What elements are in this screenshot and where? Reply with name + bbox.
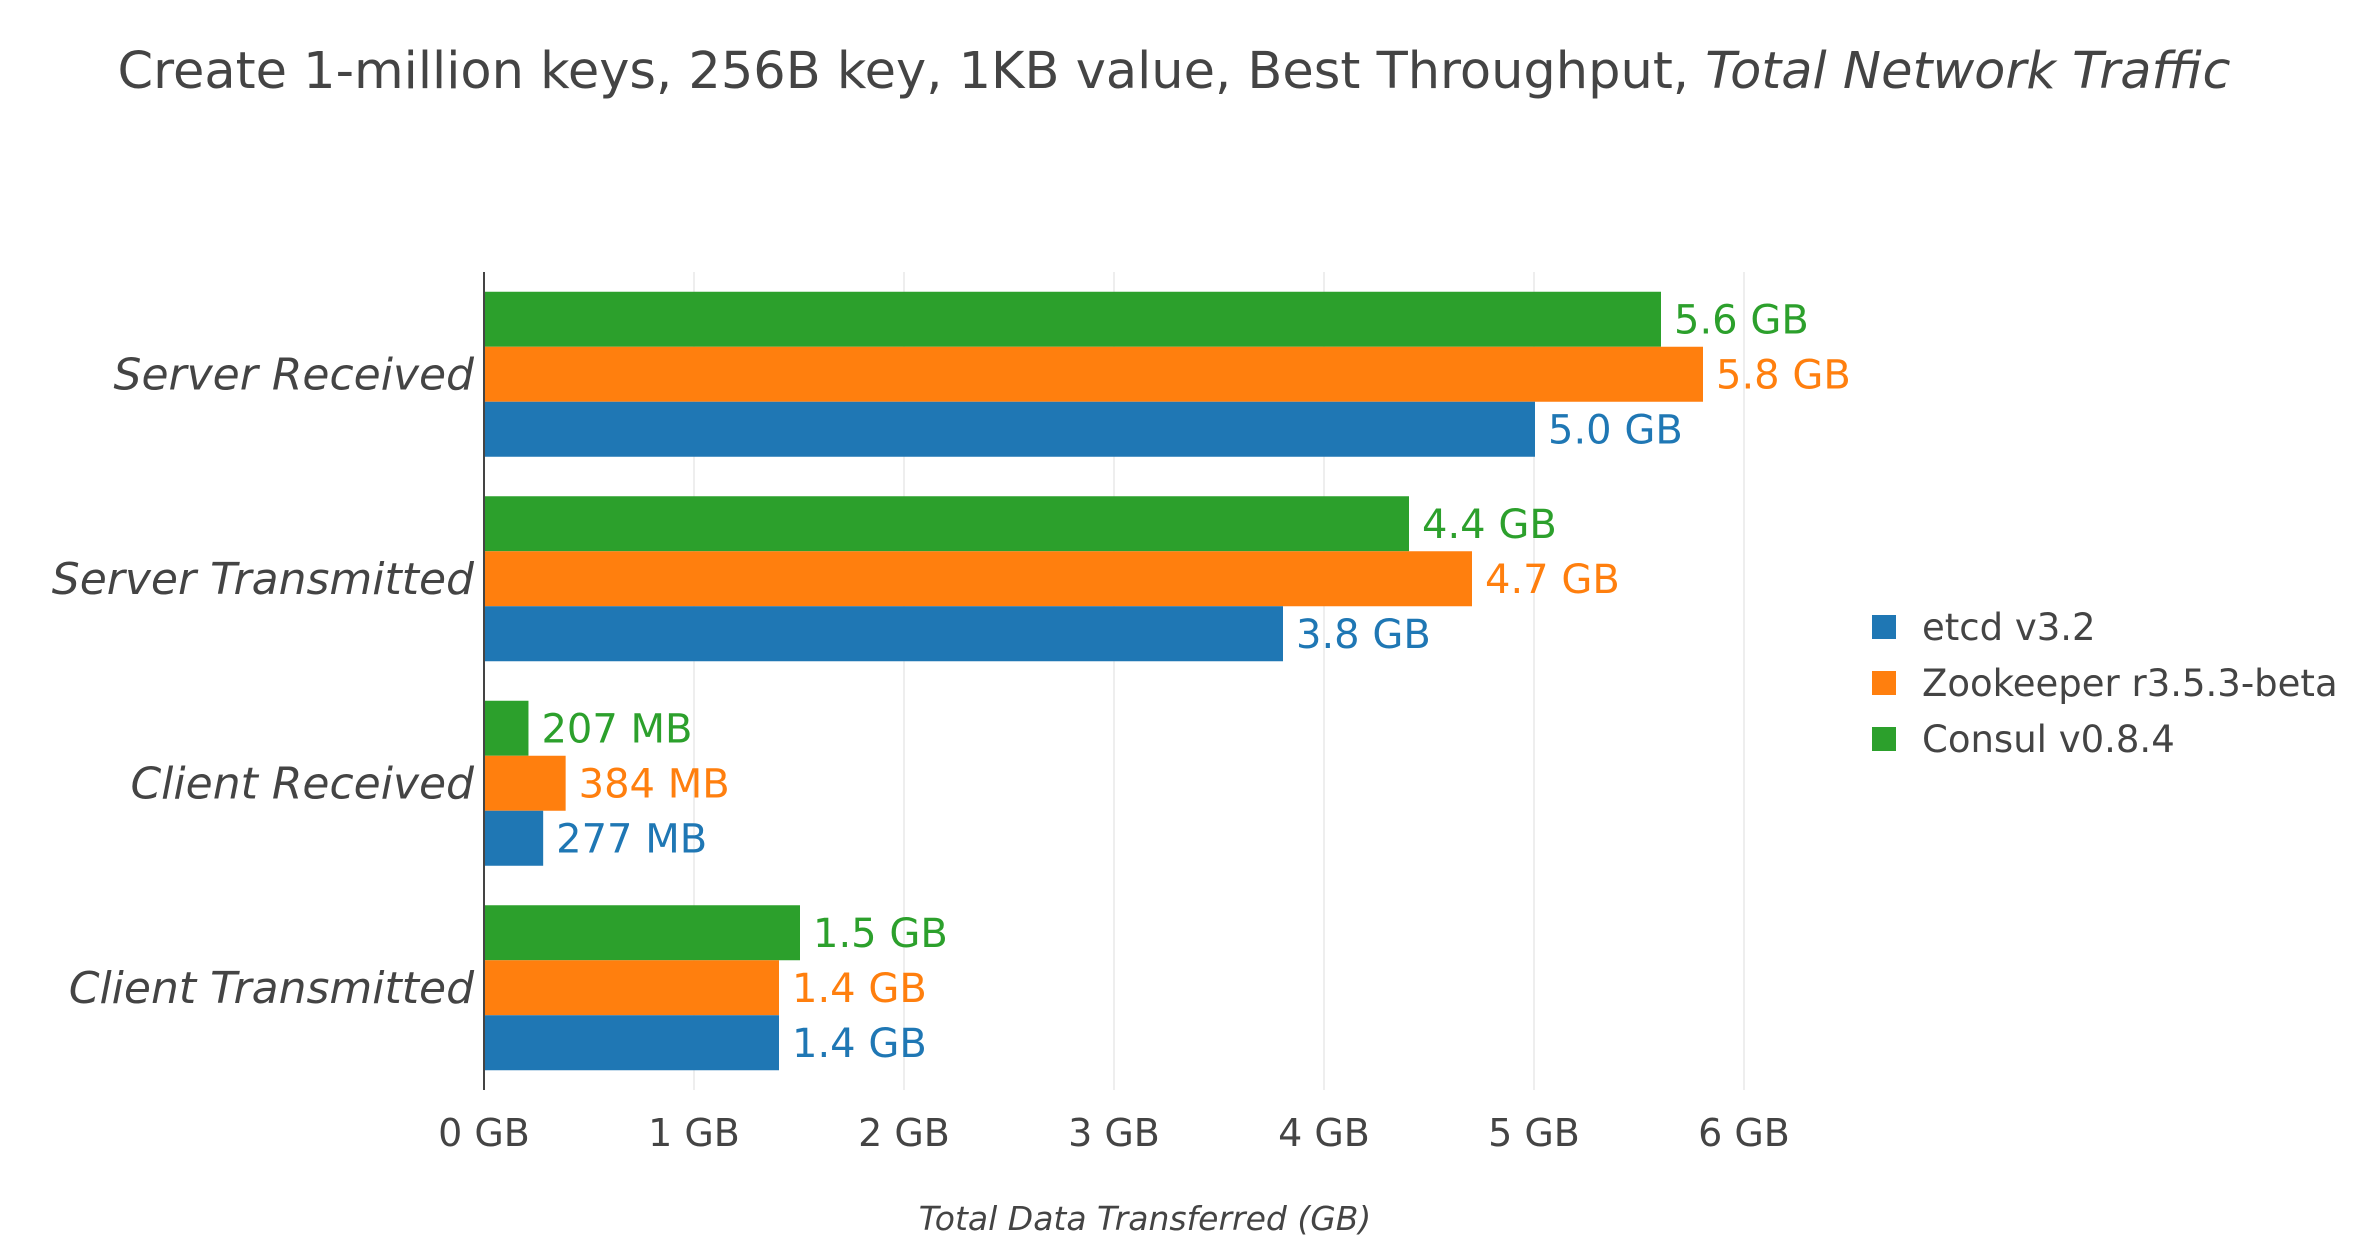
category-label: Server Transmitted xyxy=(52,554,475,605)
x-tick-label: 4 GB xyxy=(1278,1111,1370,1155)
x-axis-title: Total Data Transferred (GB) xyxy=(919,1199,1372,1238)
legend-entry[interactable]: Zookeeper r3.5.3-beta xyxy=(1922,662,2338,705)
data-label: 384 MB xyxy=(579,761,730,807)
legend-entry[interactable]: etcd v3.2 xyxy=(1922,606,2096,649)
bar xyxy=(485,1015,779,1071)
bar xyxy=(485,755,566,811)
data-labels: 5.6 GB 5.8 GB 5.0 GB 4.4 GB 4.7 GB 3.8 GB 207 … xyxy=(541,297,1850,1067)
bar xyxy=(485,401,1535,457)
bars xyxy=(485,291,1703,1071)
legend-swatch xyxy=(1872,671,1896,695)
data-label: 1.4 GB xyxy=(792,1021,927,1067)
data-label: 5.0 GB xyxy=(1548,407,1683,453)
x-tick-label: 6 GB xyxy=(1698,1111,1790,1155)
bar xyxy=(485,496,1409,552)
chart-title: Create 1-million keys, 256B key, 1KB val… xyxy=(117,42,2230,101)
x-tick-label: 3 GB xyxy=(1068,1111,1160,1155)
data-label: 277 MB xyxy=(556,816,707,862)
x-tick-label: 2 GB xyxy=(858,1111,950,1155)
x-axis-ticks: 0 GB 1 GB 2 GB 3 GB 4 GB 5 GB 6 GB xyxy=(438,1111,1790,1155)
bar xyxy=(485,606,1283,662)
category-label: Server Received xyxy=(114,349,476,400)
data-label: 3.8 GB xyxy=(1296,612,1431,658)
bar xyxy=(485,960,779,1016)
legend: etcd v3.2 Zookeeper r3.5.3-beta Consul v0.… xyxy=(1872,606,2338,761)
data-label: 1.4 GB xyxy=(792,966,927,1012)
bar xyxy=(485,551,1472,607)
legend-entry[interactable]: Consul v0.8.4 xyxy=(1922,718,2175,761)
data-label: 5.8 GB xyxy=(1716,352,1851,398)
data-label: 5.6 GB xyxy=(1674,297,1809,343)
chart-title-italic: Total Network Traffic xyxy=(1705,42,2230,101)
x-tick-label: 1 GB xyxy=(648,1111,740,1155)
data-label: 207 MB xyxy=(541,706,692,752)
category-label: Client Received xyxy=(130,758,475,809)
bar xyxy=(485,810,544,866)
data-label: 1.5 GB xyxy=(813,911,948,957)
legend-swatch xyxy=(1872,615,1896,639)
legend-swatch xyxy=(1872,727,1896,751)
chart-title-main: Create 1-million keys, 256B key, 1KB val… xyxy=(117,42,1705,101)
category-labels: Server Received Server Transmitted Client … xyxy=(52,349,475,1014)
category-label: Client Transmitted xyxy=(69,963,475,1014)
bar xyxy=(485,291,1661,347)
bar xyxy=(485,905,800,961)
data-label: 4.4 GB xyxy=(1422,502,1557,548)
data-label: 4.7 GB xyxy=(1485,557,1620,603)
bar xyxy=(485,346,1703,402)
x-tick-label: 0 GB xyxy=(438,1111,530,1155)
x-tick-label: 5 GB xyxy=(1488,1111,1580,1155)
bar xyxy=(485,700,529,756)
